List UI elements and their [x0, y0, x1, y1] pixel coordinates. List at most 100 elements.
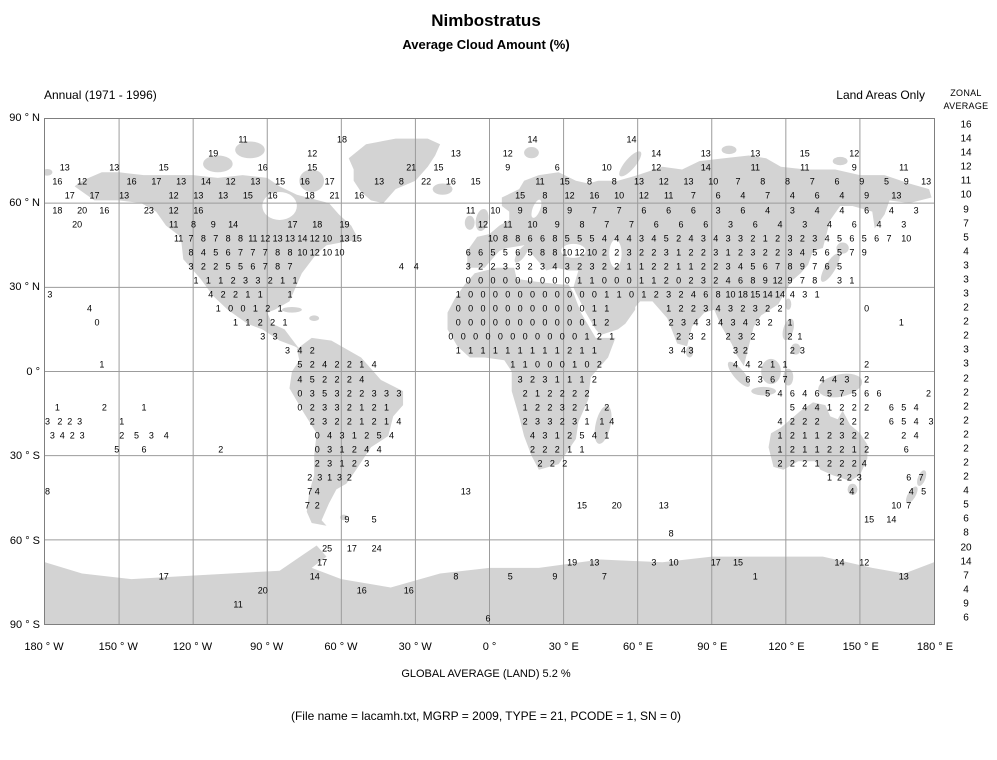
- file-info-caption: (File name = lacamh.txt, MGRP = 2009, TY…: [290, 709, 682, 723]
- grid-value: 1: [252, 303, 258, 314]
- grid-value: 13: [176, 176, 187, 187]
- grid-value: 11: [800, 162, 810, 173]
- grid-value: 1: [638, 275, 644, 286]
- grid-value: 4: [733, 359, 739, 370]
- grid-value: 8: [398, 176, 404, 187]
- grid-value: 7: [601, 571, 607, 582]
- grid-value: 2: [554, 444, 560, 455]
- grid-value: 1: [725, 247, 731, 258]
- hudson-bay: [262, 191, 297, 220]
- grid-value: 4: [849, 486, 855, 497]
- zonal-average-value: 14: [960, 147, 972, 159]
- sumatra: [727, 361, 750, 387]
- grid-value: 3: [572, 416, 578, 427]
- grid-value: 0: [559, 359, 565, 370]
- y-tick-label: 0 °: [26, 365, 40, 378]
- grid-value: 6: [814, 190, 820, 201]
- grid-value: 4: [681, 345, 687, 356]
- grid-value: 2: [346, 359, 352, 370]
- grid-value: 12: [638, 190, 649, 201]
- grid-value: 4: [376, 444, 382, 455]
- world-map-svg: [45, 119, 934, 624]
- grid-value: 0: [547, 331, 553, 342]
- grid-value: 0: [614, 275, 620, 286]
- grid-value: 4: [371, 359, 377, 370]
- grid-value: 0: [535, 331, 541, 342]
- grid-value: 3: [564, 261, 570, 272]
- grid-value: 6: [485, 613, 491, 624]
- grid-value: 11: [248, 233, 258, 244]
- grid-value: 4: [601, 233, 607, 244]
- grid-value: 3: [260, 331, 266, 342]
- grid-value: 9: [762, 275, 768, 286]
- grid-value: 2: [604, 402, 610, 413]
- grid-value: 1: [282, 317, 288, 328]
- grid-value: 0: [480, 303, 486, 314]
- grid-value: 15: [158, 162, 169, 173]
- grid-value: 0: [480, 289, 486, 300]
- grid-value: 1: [814, 430, 820, 441]
- grid-value: 10: [601, 162, 612, 173]
- grid-value: 2: [547, 388, 553, 399]
- grid-value: 2: [542, 444, 548, 455]
- grid-value: 11: [233, 599, 243, 610]
- grid-value: 2: [527, 261, 533, 272]
- grid-value: 1: [359, 416, 365, 427]
- grid-value: 7: [287, 261, 293, 272]
- grid-value: 1: [351, 430, 357, 441]
- grid-value: 4: [814, 402, 820, 413]
- grid-value: 4: [777, 219, 783, 230]
- grid-value: 14: [775, 289, 786, 300]
- y-tick-label: 30 ° N: [9, 281, 40, 293]
- grid-value: 7: [839, 388, 845, 399]
- grid-value: 7: [849, 247, 855, 258]
- grid-value: 6: [678, 219, 684, 230]
- grid-value: 1: [505, 345, 511, 356]
- grid-value: 12: [260, 233, 271, 244]
- zonal-average-value: 2: [963, 401, 969, 413]
- grid-value: 2: [651, 261, 657, 272]
- grid-value: 20: [611, 500, 622, 511]
- grid-value: 8: [225, 233, 231, 244]
- grid-value: 5: [827, 388, 833, 399]
- grid-value: 5: [527, 247, 533, 258]
- grid-value: 3: [339, 430, 345, 441]
- grid-value: 4: [799, 247, 805, 258]
- grid-value: 2: [267, 275, 273, 286]
- grid-value: 5: [502, 247, 508, 258]
- grid-value: 7: [213, 233, 219, 244]
- grid-value: 3: [755, 317, 761, 328]
- grid-value: 13: [700, 148, 711, 159]
- victoria-island: [203, 155, 233, 173]
- grid-value: 21: [406, 162, 417, 173]
- grid-value: 14: [700, 162, 711, 173]
- grid-value: 2: [799, 233, 805, 244]
- grid-value: 2: [614, 247, 620, 258]
- grid-value: 2: [364, 430, 370, 441]
- grid-value: 14: [626, 134, 637, 145]
- grid-value: 2: [547, 402, 553, 413]
- grid-value: 2: [322, 374, 328, 385]
- grid-value: 18: [52, 205, 63, 216]
- grid-value: 13: [272, 233, 283, 244]
- grid-value: 13: [460, 486, 471, 497]
- grid-value: 2: [67, 416, 73, 427]
- grid-value: 0: [542, 303, 548, 314]
- grid-value: 6: [762, 261, 768, 272]
- grid-value: 0: [502, 275, 508, 286]
- grid-value: 2: [559, 416, 565, 427]
- grid-value: 13: [374, 176, 385, 187]
- y-tick-label: 60 ° S: [9, 534, 40, 547]
- grid-value: 8: [750, 275, 756, 286]
- grid-value: 2: [750, 331, 756, 342]
- grid-value: 3: [688, 331, 694, 342]
- grid-value: 0: [567, 289, 573, 300]
- grid-value: 0: [94, 317, 100, 328]
- grid-value: 7: [906, 500, 912, 511]
- grid-value: 2: [346, 416, 352, 427]
- grid-value: 13: [59, 162, 70, 173]
- grid-value: 1: [609, 331, 615, 342]
- grid-value: 3: [272, 331, 278, 342]
- grid-value: 14: [886, 514, 897, 525]
